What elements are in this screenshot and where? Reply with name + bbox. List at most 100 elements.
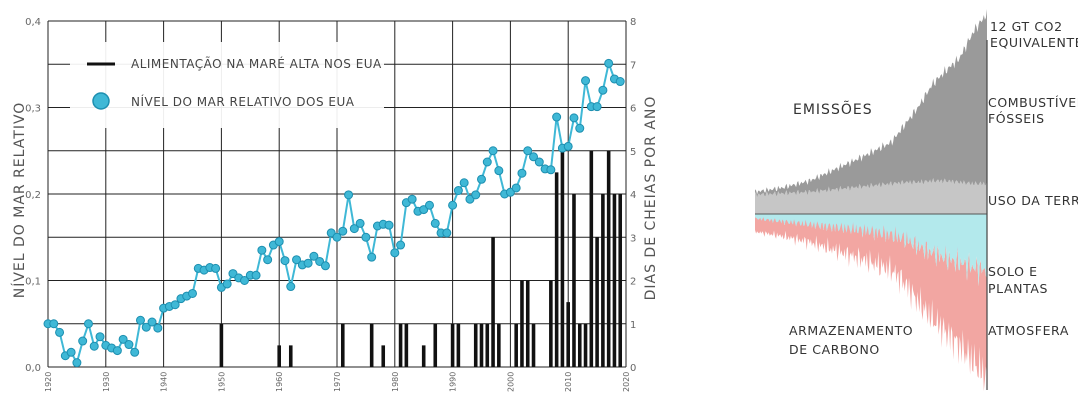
right-y-tick-label: 7 (630, 60, 636, 71)
emission-areas (755, 9, 988, 391)
right-y-tick-label: 4 (630, 190, 636, 201)
sea-level-point (511, 183, 521, 193)
sea-level-point (575, 123, 585, 133)
right-y-tick-label: 0 (630, 363, 636, 374)
sea-level-point (303, 258, 313, 268)
flood-bar (549, 280, 553, 367)
sea-level-point (407, 194, 417, 204)
legend-dot-swatch (92, 92, 110, 110)
flood-bar (473, 323, 478, 367)
flood-bar (491, 237, 495, 367)
label-total-line1: 12 GT CO2 (990, 19, 1063, 34)
x-tick-label: 2010 (564, 372, 573, 392)
right-y-tick-label: 1 (630, 320, 636, 331)
land-use-area (755, 178, 987, 214)
flood-bar (601, 194, 605, 367)
sea-level-point (280, 256, 290, 266)
legend-label-sea-level: NÍVEL DO MAR RELATIVO DOS EUA (131, 94, 355, 109)
sea-level-point (534, 157, 544, 167)
sea-level-point (55, 327, 65, 337)
x-tick-label: 1970 (333, 372, 342, 392)
sea-level-point (188, 288, 197, 298)
flood-bar (577, 323, 582, 367)
sea-level-point (147, 317, 157, 327)
legend-label-flood: ALIMENTAÇÃO NA MARÉ ALTA NOS EUA (131, 56, 382, 71)
sea-level-point (442, 228, 452, 238)
sea-level-point (384, 220, 394, 230)
flood-bar (612, 194, 617, 367)
sea-level-point (338, 226, 348, 236)
emissions-title: EMISSÕES (793, 101, 873, 118)
sea-level-point (274, 237, 284, 247)
sea-level-point (135, 315, 145, 325)
sea-level-point (361, 232, 371, 242)
label-fossil-line1: COMBUSTÍVEIS (988, 95, 1078, 110)
sea-level-point (494, 166, 504, 176)
sea-level-point (89, 341, 99, 351)
sea-level-point (448, 200, 458, 210)
x-tick-label: 1950 (217, 372, 226, 392)
flood-bars (219, 150, 623, 367)
flood-bar (433, 323, 438, 367)
right-y-tick-label: 8 (630, 17, 636, 28)
legend-box (70, 42, 384, 128)
flood-bar (525, 280, 530, 367)
left-y-tick-label: 0,3 (25, 104, 41, 115)
sea-level-point (604, 58, 614, 68)
sea-level-point (211, 263, 221, 273)
right-y-tick-label: 3 (630, 233, 636, 244)
left-y-tick-label: 0,4 (25, 17, 41, 28)
flood-bar (589, 150, 594, 367)
flood-bar (288, 345, 293, 367)
sea-level-point (396, 240, 406, 250)
sea-level-point (332, 232, 342, 242)
left-y-tick-label: 0,0 (25, 363, 41, 374)
sea-level-point (72, 358, 82, 368)
flood-bar (520, 280, 524, 367)
flood-bar (485, 323, 490, 367)
sea-level-point (95, 332, 105, 342)
sea-level-point (344, 190, 354, 200)
flood-bar (554, 172, 559, 367)
sea-level-point (349, 224, 359, 234)
flood-bar (369, 323, 374, 367)
sea-level-point (118, 334, 128, 344)
fossil-fuel-area (755, 9, 987, 198)
sea-level-point (453, 186, 463, 196)
left-axis-label: NÍVEL DO MAR RELATIVO (11, 102, 28, 299)
sea-level-point (581, 76, 591, 86)
sea-level-point (615, 77, 625, 87)
sea-level-point (552, 112, 562, 122)
soil-plants-area (755, 214, 987, 287)
label-fossil-line2: FÓSSEIS (988, 111, 1045, 126)
sea-level-series (43, 58, 625, 368)
flood-bar (381, 345, 386, 367)
flood-bar (531, 323, 536, 367)
sea-level-point (355, 218, 365, 228)
flood-bar (572, 194, 576, 367)
sea-level-point (424, 200, 434, 210)
label-soil-line1: SOLO E (988, 264, 1038, 279)
x-tick-label: 1960 (275, 372, 284, 392)
sea-level-point (263, 255, 273, 265)
flood-bar (497, 323, 501, 367)
sea-level-point (170, 300, 180, 310)
sea-level-point (292, 255, 302, 265)
right-y-tick-label: 6 (630, 104, 636, 115)
sea-level-point (320, 261, 330, 271)
sea-level-point (49, 319, 59, 329)
x-tick-label: 1980 (391, 372, 400, 392)
flood-bar (560, 150, 565, 367)
sea-level-point (517, 168, 527, 178)
sea-level-point (286, 282, 296, 292)
x-tick-label: 2000 (506, 372, 515, 392)
label-land-use: USO DA TERRA (988, 193, 1078, 208)
sea-level-point (390, 248, 400, 258)
sea-level-point (529, 152, 539, 162)
x-tick-label: 1930 (102, 372, 111, 392)
flood-bar (595, 237, 599, 367)
sea-level-point (471, 190, 481, 200)
flood-bar (421, 345, 426, 367)
right-y-tick-label: 5 (630, 147, 636, 158)
